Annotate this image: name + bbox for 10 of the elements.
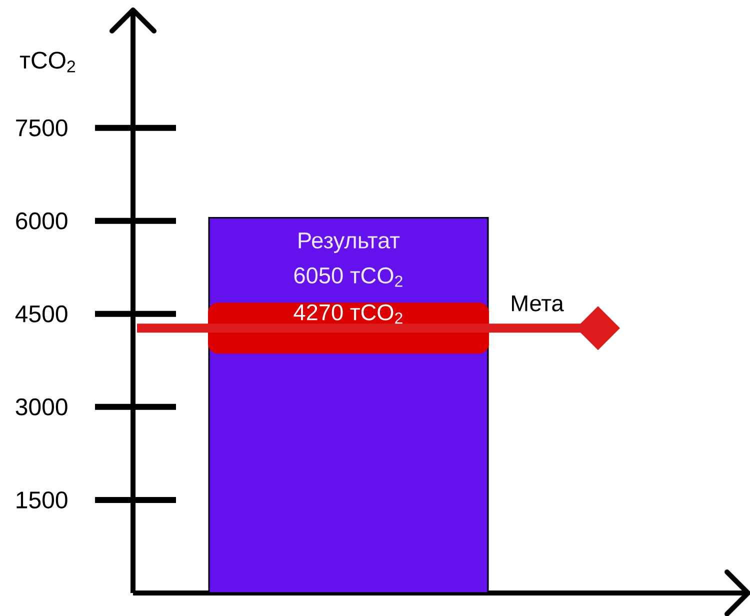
ref-line-label: Мета xyxy=(512,296,564,312)
y-axis-title: тCO$_{2}$ xyxy=(20,52,75,72)
y-tick-label: 3000 xyxy=(16,398,68,416)
y-tick-label: 6000 xyxy=(16,212,68,230)
y-tick-label: 4500 xyxy=(15,305,68,322)
y-tick-label: 7500 xyxy=(16,119,68,136)
y-tick-label: 1500 xyxy=(16,491,68,508)
series-label: Результат xyxy=(298,232,400,253)
annotation: 4270 тCO$_{2}$ xyxy=(294,304,402,324)
data-label: 6050 тCO$_{2}$ xyxy=(294,267,402,287)
